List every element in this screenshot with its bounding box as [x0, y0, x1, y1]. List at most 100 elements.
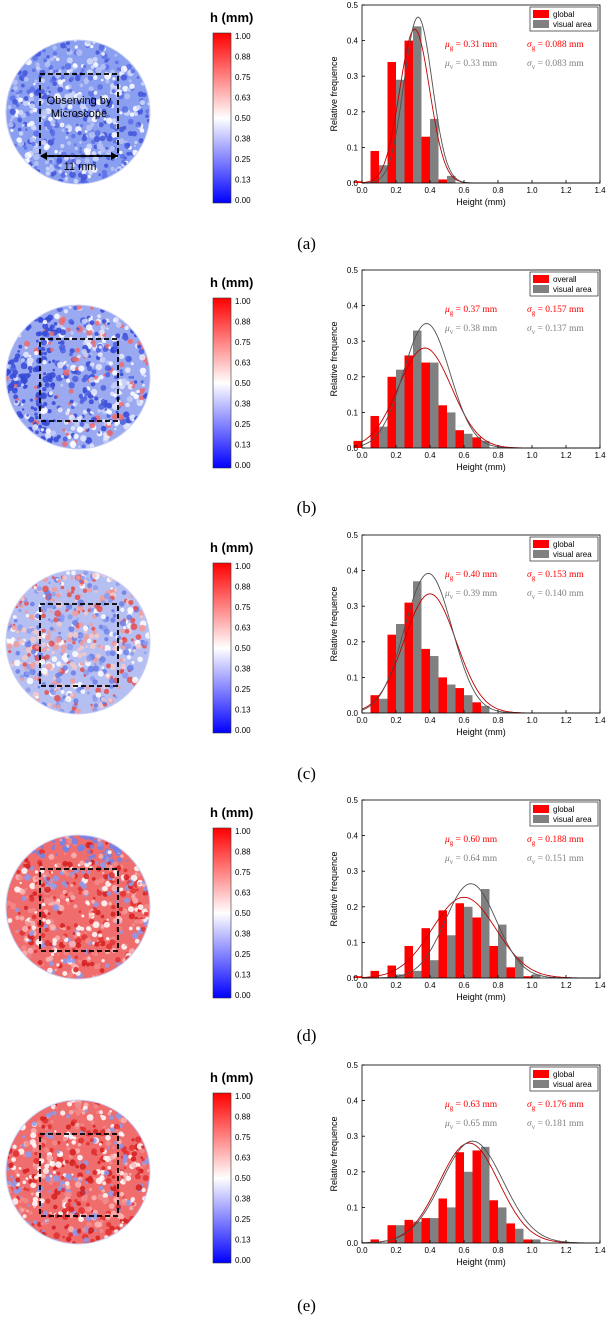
bar-global	[472, 702, 481, 713]
bar-visual-area	[447, 935, 456, 978]
x-tick-label: 0.6	[458, 186, 470, 195]
colorbar-tick-label: 0.38	[235, 930, 251, 939]
y-tick-label: 0.2	[347, 373, 359, 382]
colorbar	[212, 827, 232, 999]
bar-visual-area	[515, 956, 524, 978]
x-tick-label: 0.0	[356, 981, 368, 990]
colorbar-tick-label: 0.00	[235, 991, 251, 1000]
legend-entry-label: global	[553, 10, 575, 19]
height-map	[6, 305, 150, 449]
bar-global	[404, 40, 413, 183]
bar-visual-area	[532, 1239, 541, 1243]
y-axis-label: Relative frequence	[329, 1116, 339, 1191]
x-tick-label: 0.2	[390, 1246, 402, 1255]
bar-global	[506, 967, 515, 978]
x-axis-label: Height (mm)	[456, 992, 506, 1002]
bar-visual-area	[447, 175, 456, 183]
y-tick-label: 0.1	[347, 673, 359, 682]
colorbar-tick-label: 0.00	[235, 196, 251, 205]
bar-visual-area	[396, 79, 405, 183]
y-tick-label: 0.1	[347, 938, 359, 947]
y-tick-label: 0.0	[347, 709, 359, 718]
colorbar-tick-label: 0.50	[235, 1174, 251, 1183]
colorbar-tick-label: 0.63	[235, 94, 251, 103]
stat-std-visual: σv = 0.151 mm	[527, 854, 584, 866]
bar-global	[523, 976, 532, 978]
y-tick-label: 0.5	[347, 796, 359, 805]
scale-label: 11 mm	[64, 161, 97, 173]
y-axis-label: Relative frequence	[329, 851, 339, 926]
x-tick-label: 0.0	[356, 451, 368, 460]
bar-visual-area	[447, 1207, 456, 1243]
bar-visual-area	[430, 1218, 439, 1243]
bar-global	[472, 917, 481, 978]
panel-label: (c)	[297, 764, 316, 783]
colorbar-title: h (mm)	[210, 10, 253, 25]
bar-visual-area	[413, 970, 422, 978]
bar-global	[387, 376, 396, 448]
x-tick-label: 0.4	[424, 981, 436, 990]
x-tick-label: 0.2	[390, 186, 402, 195]
stat-mean-global: μg = 0.63 mm	[444, 1100, 498, 1112]
bar-global	[421, 1218, 430, 1243]
bar-visual-area	[481, 1146, 490, 1243]
x-tick-label: 0.0	[356, 1246, 368, 1255]
panel-svg: h (mm) 1.00 0.88 0.75 0.63 0.50 0.38 0.25 0.13 0.…	[5, 531, 606, 737]
y-tick-label: 0.2	[347, 903, 359, 912]
histogram: 0.0 0.2 0.4 0.6 0.8 1.0 1.2 1.4 0.0 0.1 0.2 0.3 0.4 0…	[329, 1061, 606, 1267]
bar-visual-area	[498, 1207, 507, 1243]
stat-mean-global: μg = 0.60 mm	[444, 835, 498, 847]
colorbar-tick-label: 0.75	[235, 1133, 251, 1142]
colorbar-tick-label: 0.13	[235, 1236, 251, 1245]
colorbar-tick-label: 0.88	[235, 848, 251, 857]
bar-global	[421, 928, 430, 978]
x-tick-label: 1.0	[526, 716, 538, 725]
x-tick-label: 0.2	[390, 451, 402, 460]
stat-std-global: σg = 0.088 mm	[527, 40, 584, 52]
colorbar-tick-label: 0.38	[235, 1195, 251, 1204]
panel-b: h (mm) 1.00 0.88 0.75 0.63 0.50 0.38 0.25 0.13 0.…	[0, 265, 613, 530]
y-tick-label: 0.5	[347, 1061, 359, 1070]
legend-entry-label: visual area	[553, 550, 592, 559]
histogram: 0.0 0.2 0.4 0.6 0.8 1.0 1.2 1.4 0.0 0.1 0.2 0.3 0.4 0…	[329, 796, 606, 1002]
panel-svg: h (mm) 1.00 0.88 0.75 0.63 0.50 0.38 0.25 0.13 0.…	[5, 266, 606, 472]
stat-std-visual: σv = 0.140 mm	[527, 589, 584, 601]
x-tick-label: 0.8	[492, 451, 504, 460]
panel-label: (a)	[297, 234, 316, 253]
x-axis-label: Height (mm)	[456, 197, 506, 207]
colorbar-tick-label: 0.50	[235, 909, 251, 918]
x-tick-label: 1.0	[526, 451, 538, 460]
y-axis-label: Relative frequence	[329, 586, 339, 661]
legend-entry-label: visual area	[553, 20, 592, 29]
x-tick-label: 1.2	[560, 716, 572, 725]
bar-global	[421, 362, 430, 448]
bar-global	[404, 355, 413, 448]
x-tick-label: 0.4	[424, 1246, 436, 1255]
scale-arrow	[40, 152, 118, 160]
colorbar	[212, 297, 232, 469]
colorbar-tick-label: 0.50	[235, 644, 251, 653]
stat-mean-visual: μv = 0.38 mm	[444, 324, 498, 336]
bar-visual-area	[481, 440, 490, 448]
bar-visual-area	[413, 330, 422, 448]
y-tick-label: 0.4	[347, 567, 359, 576]
x-tick-label: 0.0	[356, 186, 368, 195]
histogram: 0.0 0.2 0.4 0.6 0.8 1.0 1.2 1.4 0.0 0.1 0.2 0.3 0.4 0…	[329, 266, 606, 472]
stat-mean-visual: μv = 0.39 mm	[444, 589, 498, 601]
colorbar-tick-label: 0.13	[235, 176, 251, 185]
y-tick-label: 0.4	[347, 1097, 359, 1106]
colorbar-tick-label: 1.00	[235, 562, 251, 571]
legend-entry-label: visual area	[553, 1080, 592, 1089]
panel-label: (b)	[296, 498, 317, 517]
colorbar	[212, 32, 232, 204]
bar-visual-area	[379, 426, 388, 448]
bar-global	[489, 945, 498, 978]
colorbar-tick-label: 0.38	[235, 665, 251, 674]
panel-e: h (mm) 1.00 0.88 0.75 0.63 0.50 0.38 0.25 0.13 0.…	[0, 1060, 613, 1325]
x-tick-label: 1.0	[526, 1246, 538, 1255]
colorbar-tick-label: 0.13	[235, 441, 251, 450]
y-tick-label: 0.2	[347, 108, 359, 117]
sample-outline	[5, 569, 151, 715]
